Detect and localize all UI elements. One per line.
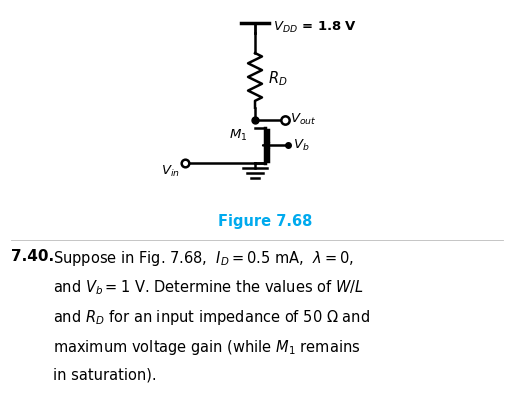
Text: and $R_D$ for an input impedance of 50 $\Omega$ and: and $R_D$ for an input impedance of 50 $…: [53, 308, 370, 327]
Text: and $V_b = 1$ V. Determine the values of $W/L$: and $V_b = 1$ V. Determine the values of…: [53, 279, 364, 297]
Text: $\boldsymbol{M_1}$: $\boldsymbol{M_1}$: [229, 128, 247, 143]
Text: maximum voltage gain (while $M_1$ remains: maximum voltage gain (while $M_1$ remain…: [53, 338, 360, 357]
Text: $\boldsymbol{R_D}$: $\boldsymbol{R_D}$: [268, 69, 287, 88]
Text: $\boldsymbol{V_b}$: $\boldsymbol{V_b}$: [293, 138, 309, 153]
Text: Figure 7.68: Figure 7.68: [218, 214, 312, 229]
Text: Suppose in Fig. 7.68,  $I_D = 0.5$ mA,  $\lambda = 0$,: Suppose in Fig. 7.68, $I_D = 0.5$ mA, $\…: [53, 249, 354, 268]
Text: $\boldsymbol{V_{DD}}$ = 1.8 V: $\boldsymbol{V_{DD}}$ = 1.8 V: [273, 20, 357, 35]
Text: in saturation).: in saturation).: [53, 368, 157, 383]
Text: $\boldsymbol{V_{out}}$: $\boldsymbol{V_{out}}$: [290, 112, 316, 127]
Text: $\boldsymbol{V_{in}}$: $\boldsymbol{V_{in}}$: [160, 164, 179, 179]
Text: 7.40.: 7.40.: [11, 249, 54, 264]
